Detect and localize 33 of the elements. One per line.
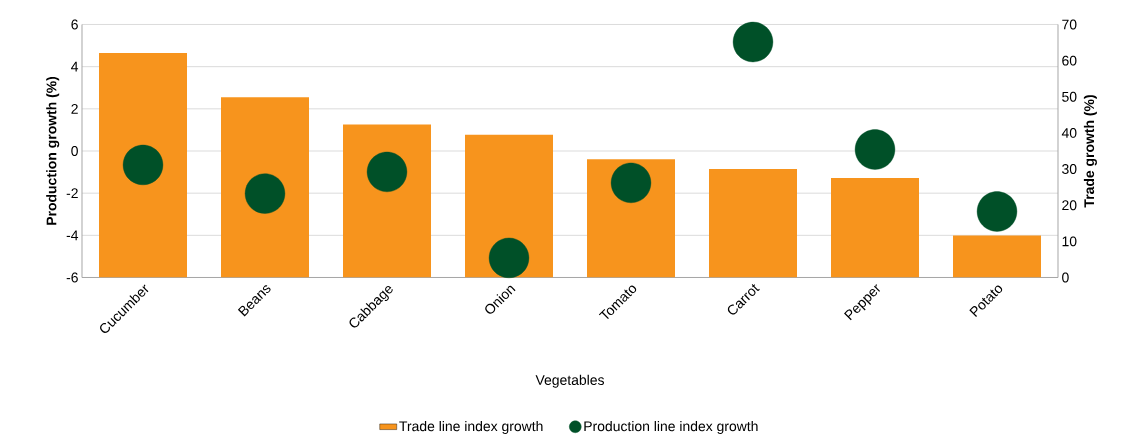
y2-tick-label: 60 xyxy=(1062,55,1077,66)
y2-tick-label: 0 xyxy=(1062,272,1069,283)
point xyxy=(122,144,164,186)
x-axis-title: Vegetables xyxy=(535,374,604,388)
y2-tick-label: 40 xyxy=(1061,127,1077,138)
point xyxy=(854,129,896,170)
bar xyxy=(831,178,919,278)
y2-tick-label: 70 xyxy=(1062,19,1077,30)
bar xyxy=(709,169,797,278)
y-tick-label: 2 xyxy=(71,103,78,114)
y-tick-label: -2 xyxy=(66,188,78,199)
bar xyxy=(99,53,187,278)
point xyxy=(488,237,530,279)
point xyxy=(732,21,774,63)
y2-tick-label: 20 xyxy=(1062,200,1077,211)
bar xyxy=(221,97,309,278)
y-tick-label: 0 xyxy=(71,146,78,156)
y2-axis-title: Trade growth (%) xyxy=(1083,95,1097,208)
legend-label: Production line index growth xyxy=(584,420,758,434)
y2-tick-label: 10 xyxy=(1062,236,1077,247)
y-tick-label: 6 xyxy=(71,19,78,30)
y2-tick-label: 30 xyxy=(1062,164,1077,175)
y-tick-label: -4 xyxy=(66,230,79,241)
point xyxy=(610,162,652,203)
point xyxy=(976,191,1018,232)
y-axis-title: Production growth (%) xyxy=(46,76,60,225)
y2-tick-label: 50 xyxy=(1062,91,1077,102)
point xyxy=(244,173,286,214)
bar xyxy=(953,235,1041,278)
y-tick-label: 4 xyxy=(71,61,79,72)
y-tick-label: -6 xyxy=(66,272,78,283)
point xyxy=(366,151,408,192)
legend-label: Trade line index growth xyxy=(399,420,543,434)
